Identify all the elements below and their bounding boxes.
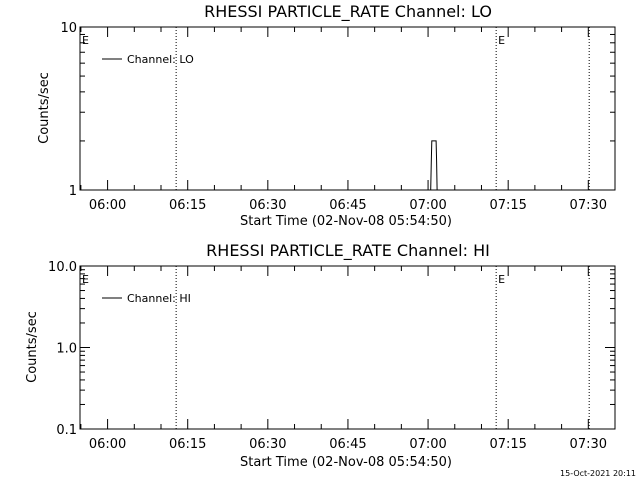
series-line <box>430 140 438 191</box>
x-tick-label: 07:00 <box>409 198 446 213</box>
y-axis-label: Counts/sec <box>37 72 52 144</box>
x-tick-label: 06:15 <box>169 437 206 452</box>
footer-timestamp: 15-Oct-2021 20:11 <box>560 469 636 478</box>
marker-label: E <box>82 273 89 286</box>
marker-label: E <box>498 273 505 286</box>
x-tick-label: 06:00 <box>89 437 126 452</box>
plot-frame <box>79 265 616 430</box>
y-tick-label: 10.0 <box>48 260 77 275</box>
legend-label: Channel: HI <box>127 292 191 305</box>
legend-label: Channel: LO <box>127 53 194 66</box>
legend: Channel: HI <box>102 292 191 305</box>
x-tick-label: 07:00 <box>409 437 446 452</box>
marker-label: E <box>82 34 89 47</box>
y-tick-label: 1.0 <box>56 342 77 357</box>
x-tick-label: 06:00 <box>89 198 126 213</box>
legend: Channel: LO <box>102 53 194 66</box>
x-axis-label: Start Time (02-Nov-08 05:54:50) <box>240 214 452 229</box>
x-axis-ticks: 06:00 06:15 06:30 06:45 07:00 07:15 07:30 <box>80 27 616 213</box>
x-tick-label: 06:45 <box>329 198 366 213</box>
x-tick-label: 07:30 <box>570 437 607 452</box>
x-tick-label: 07:15 <box>489 198 526 213</box>
x-tick-label: 07:30 <box>570 198 607 213</box>
chart-title: RHESSI PARTICLE_RATE Channel: LO <box>204 2 492 22</box>
x-tick-label: 06:45 <box>329 437 366 452</box>
chart-title: RHESSI PARTICLE_RATE Channel: HI <box>206 241 490 261</box>
x-tick-label: 06:15 <box>169 198 206 213</box>
y-axis-ticks: 1 10 <box>60 21 615 199</box>
plot-frame <box>79 26 616 191</box>
y-axis-label: Counts/sec <box>25 311 40 383</box>
x-axis-label: Start Time (02-Nov-08 05:54:50) <box>240 455 452 470</box>
series-layer <box>430 140 438 191</box>
y-axis-ticks: 0.1 1.0 10.0 <box>48 260 615 438</box>
x-tick-label: 06:30 <box>249 437 286 452</box>
y-tick-label: 0.1 <box>56 423 77 438</box>
y-tick-label: 10 <box>60 21 77 36</box>
x-axis-ticks: 06:00 06:15 06:30 06:45 07:00 07:15 07:30 <box>80 266 616 452</box>
y-tick-label: 1 <box>69 184 77 199</box>
marker-label: E <box>498 34 505 47</box>
x-tick-label: 06:30 <box>249 198 286 213</box>
x-tick-label: 07:15 <box>489 437 526 452</box>
